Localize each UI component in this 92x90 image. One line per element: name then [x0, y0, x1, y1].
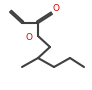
- Text: O: O: [26, 32, 33, 41]
- Text: O: O: [53, 4, 60, 13]
